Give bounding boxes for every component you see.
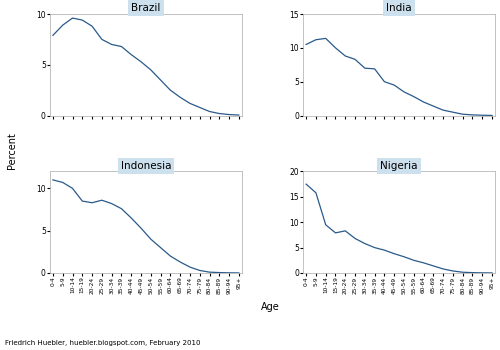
Title: India: India	[386, 3, 412, 13]
Text: Friedrich Huebler, huebler.blogspot.com, February 2010: Friedrich Huebler, huebler.blogspot.com,…	[5, 341, 200, 346]
Title: Nigeria: Nigeria	[380, 161, 418, 171]
Title: Brazil: Brazil	[131, 3, 160, 13]
Title: Indonesia: Indonesia	[120, 161, 171, 171]
Text: Age: Age	[260, 302, 280, 312]
Text: Percent: Percent	[8, 132, 18, 169]
